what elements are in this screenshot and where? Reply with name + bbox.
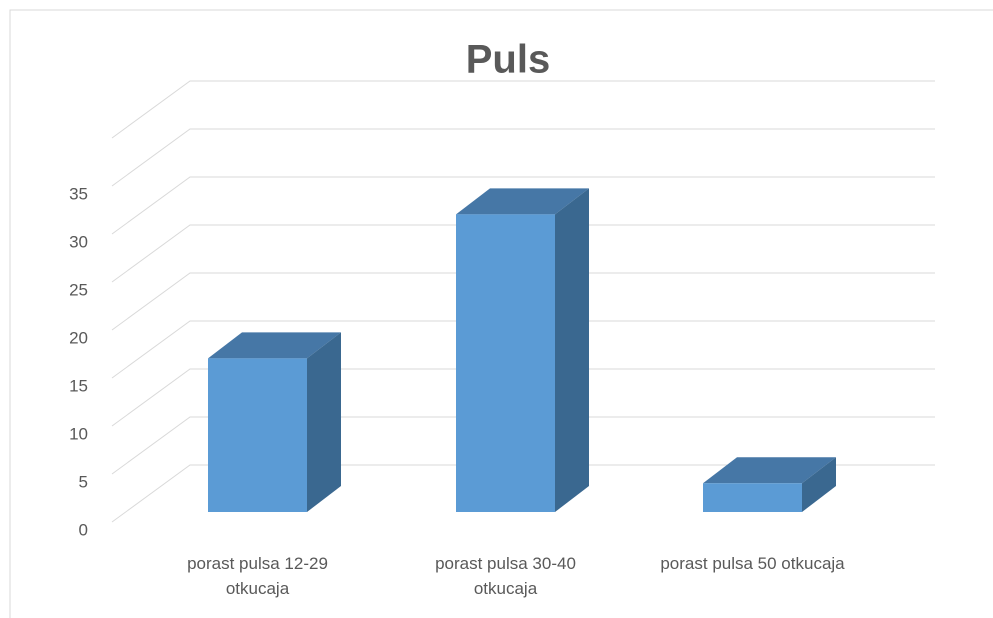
chart-title: Puls bbox=[466, 38, 550, 82]
grid-line bbox=[111, 128, 935, 187]
x-tick-label: porast pulsa 50 otkucaja bbox=[660, 554, 845, 573]
wall-edge bbox=[111, 80, 935, 139]
bar-top bbox=[703, 457, 836, 484]
bar-top bbox=[456, 188, 589, 215]
y-tick-label: 10 bbox=[69, 424, 88, 443]
grid-line bbox=[111, 368, 935, 427]
bar-top bbox=[208, 332, 341, 359]
x-tick-label: porast pulsa 12-29 otkucaja bbox=[187, 554, 328, 598]
bar-front bbox=[703, 483, 802, 512]
bar-side bbox=[555, 188, 589, 512]
y-tick-label: 20 bbox=[69, 328, 88, 347]
bar-side bbox=[307, 332, 341, 512]
bar bbox=[703, 457, 836, 512]
y-tick-label: 25 bbox=[69, 280, 88, 299]
bar-front bbox=[208, 358, 307, 512]
y-tick-label: 15 bbox=[69, 376, 88, 395]
grid-line bbox=[111, 272, 935, 331]
y-tick-label: 30 bbox=[69, 232, 88, 251]
grid-line bbox=[111, 176, 935, 235]
grid-line bbox=[111, 464, 935, 523]
grid-line bbox=[111, 224, 935, 283]
grid-line bbox=[111, 320, 935, 379]
y-tick-label: 5 bbox=[79, 472, 88, 491]
y-tick-label: 35 bbox=[69, 184, 88, 203]
chart-border bbox=[9, 9, 993, 618]
bar bbox=[208, 332, 341, 512]
bar-front bbox=[456, 214, 555, 512]
bar bbox=[456, 188, 589, 512]
x-tick-label: porast pulsa 30-40 otkucaja bbox=[435, 554, 576, 598]
bar-side bbox=[802, 457, 836, 512]
grid-line bbox=[111, 416, 935, 475]
y-tick-label: 0 bbox=[79, 520, 88, 539]
